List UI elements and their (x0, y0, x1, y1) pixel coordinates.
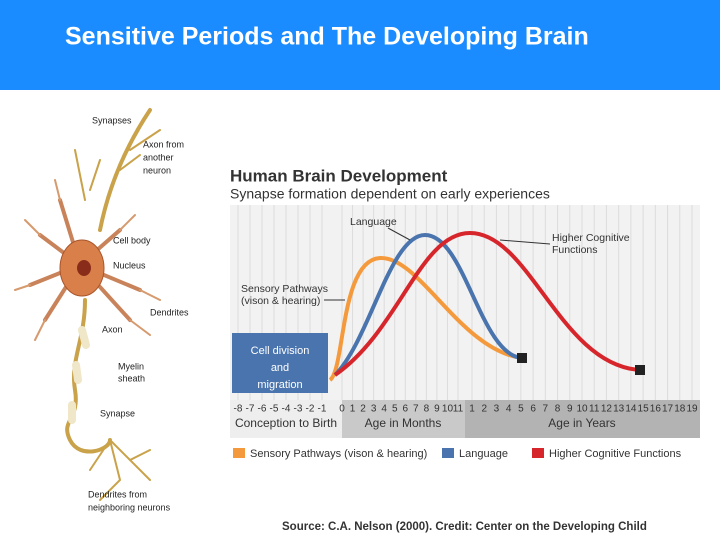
band-label: Age in Months (365, 416, 442, 430)
x-tick-label: 7 (543, 404, 549, 415)
legend-swatch (442, 448, 454, 458)
neuron-label: Dendrites from (88, 489, 147, 499)
cognitive-curve (333, 230, 641, 377)
x-tick-label: 3 (371, 404, 377, 415)
neuron-label: sheath (118, 373, 145, 383)
band-years (465, 400, 700, 438)
x-tick-label: 7 (413, 404, 419, 415)
neuron-label: Synapse (100, 408, 135, 418)
x-tick-label: 9 (567, 404, 573, 415)
x-tick-label: 5 (392, 404, 398, 415)
source-note: Source: C.A. Nelson (2000). Credit: Cent… (282, 521, 647, 533)
annotation-leader (387, 227, 411, 241)
chart-subtitle: Synapse formation dependent on early exp… (230, 186, 550, 202)
end-marker (517, 353, 527, 363)
chart-title: Human Brain Development (230, 166, 448, 185)
x-tick-label: 3 (494, 404, 500, 415)
header-bar (0, 0, 720, 90)
x-tick-label: 18 (674, 404, 686, 415)
legend-swatch (233, 448, 245, 458)
annotation: and (271, 362, 289, 374)
x-tick-label: 14 (625, 404, 637, 415)
neuron-label: another (143, 152, 174, 162)
x-tick-label: 5 (518, 404, 524, 415)
x-tick-label: 2 (481, 404, 487, 415)
legend-label: Language (459, 448, 508, 460)
x-tick-label: 10 (442, 404, 454, 415)
x-tick-label: 6 (402, 404, 408, 415)
neuron-label: Axon (102, 324, 123, 334)
x-tick-label: 1 (469, 404, 475, 415)
x-tick-label: 11 (589, 404, 600, 415)
band-conception (230, 400, 342, 438)
tick-labels: -8 -7 -6 -5 -4 -3 -2 -1 0 1 2 3 4 5 6 7 8 9 10 11 1 2 3 4 5 6 7 8 9 1… (234, 404, 698, 415)
x-tick-label: 8 (555, 404, 561, 415)
x-tick-label: 6 (530, 404, 536, 415)
band-label: Conception to Birth (235, 416, 337, 430)
neuron-label: Dendrites (150, 307, 189, 317)
neuron-label: neuron (143, 165, 171, 175)
neuron-label: Cell body (113, 235, 151, 245)
neuron-label: Myelin (118, 361, 144, 371)
legend-label: Sensory Pathways (vison & hearing) (250, 448, 427, 460)
x-tick-label: 19 (686, 404, 698, 415)
neuron-label: Nucleus (113, 260, 146, 270)
neuron-label: Synapses (92, 115, 132, 125)
x-tick-label: 17 (662, 404, 674, 415)
neuron-label: Axon from (143, 139, 184, 149)
annotation: Cell division (251, 345, 310, 357)
x-tick-label: -4 (282, 404, 291, 415)
x-tick-label: 8 (424, 404, 430, 415)
x-tick-label: -5 (270, 404, 279, 415)
x-tick-label: 15 (638, 404, 650, 415)
x-tick-label: -3 (294, 404, 303, 415)
annotation: Sensory Pathways (241, 283, 328, 295)
x-tick-label: -6 (258, 404, 267, 415)
x-tick-label: 4 (381, 404, 387, 415)
annotation: (vison & hearing) (241, 295, 320, 307)
x-tick-label: 9 (434, 404, 440, 415)
language-curve (333, 232, 523, 377)
annotation: migration (257, 379, 302, 391)
band-label: Age in Years (548, 416, 615, 430)
x-tick-label: 11 (453, 404, 464, 415)
x-tick-label: -1 (318, 404, 327, 415)
x-tick-label: 13 (613, 404, 625, 415)
legend-swatch (532, 448, 544, 458)
x-tick-label: 0 (339, 404, 345, 415)
sensory-curve (328, 255, 523, 382)
annotation: Language (350, 216, 397, 228)
band-months (342, 400, 465, 438)
slide-title: Sensitive Periods and The Developing Bra… (65, 23, 589, 51)
annotation-leader (499, 239, 551, 245)
neuron-label: neighboring neurons (88, 502, 171, 512)
x-tick-label: -7 (246, 404, 255, 415)
x-tick-label: -8 (234, 404, 243, 415)
x-tick-label: -2 (306, 404, 315, 415)
x-tick-label: 12 (601, 404, 613, 415)
x-tick-label: 2 (360, 404, 366, 415)
x-tick-label: 1 (350, 404, 356, 415)
cell-division-box (232, 333, 328, 393)
legend-label: Higher Cognitive Functions (549, 448, 682, 460)
annotation: Functions (552, 244, 598, 256)
annotation: Higher Cognitive (552, 232, 630, 244)
neuron-illustration (14, 108, 161, 501)
x-tick-label: 16 (650, 404, 662, 415)
end-marker (635, 365, 645, 375)
x-tick-label: 10 (576, 404, 588, 415)
x-tick-label: 4 (506, 404, 512, 415)
